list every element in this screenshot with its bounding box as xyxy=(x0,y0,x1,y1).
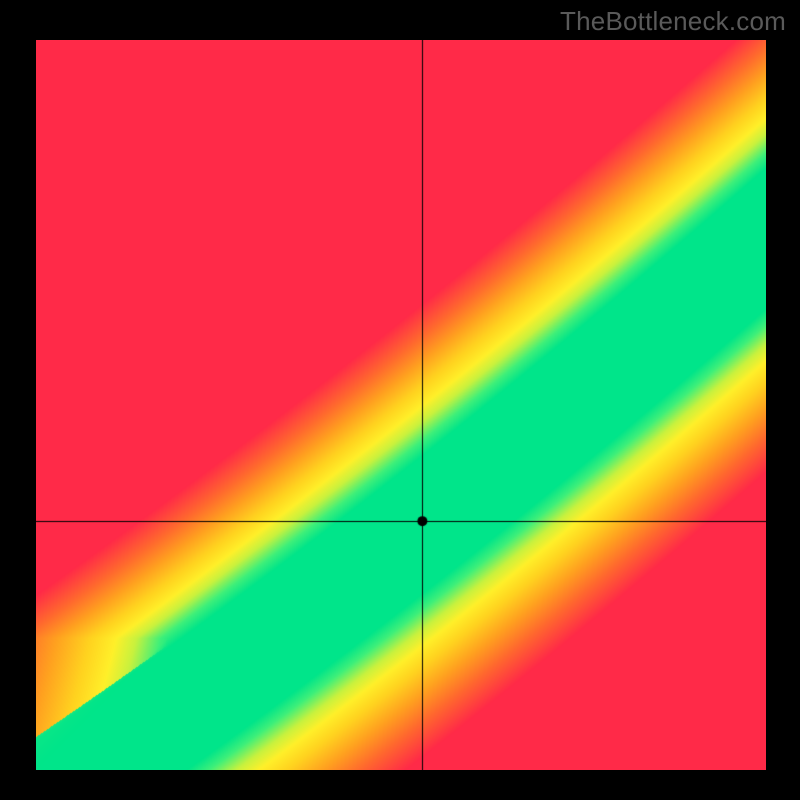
watermark-text: TheBottleneck.com xyxy=(560,6,786,37)
heatmap-canvas xyxy=(36,40,766,770)
heatmap-plot xyxy=(36,40,766,770)
chart-container: TheBottleneck.com xyxy=(0,0,800,800)
